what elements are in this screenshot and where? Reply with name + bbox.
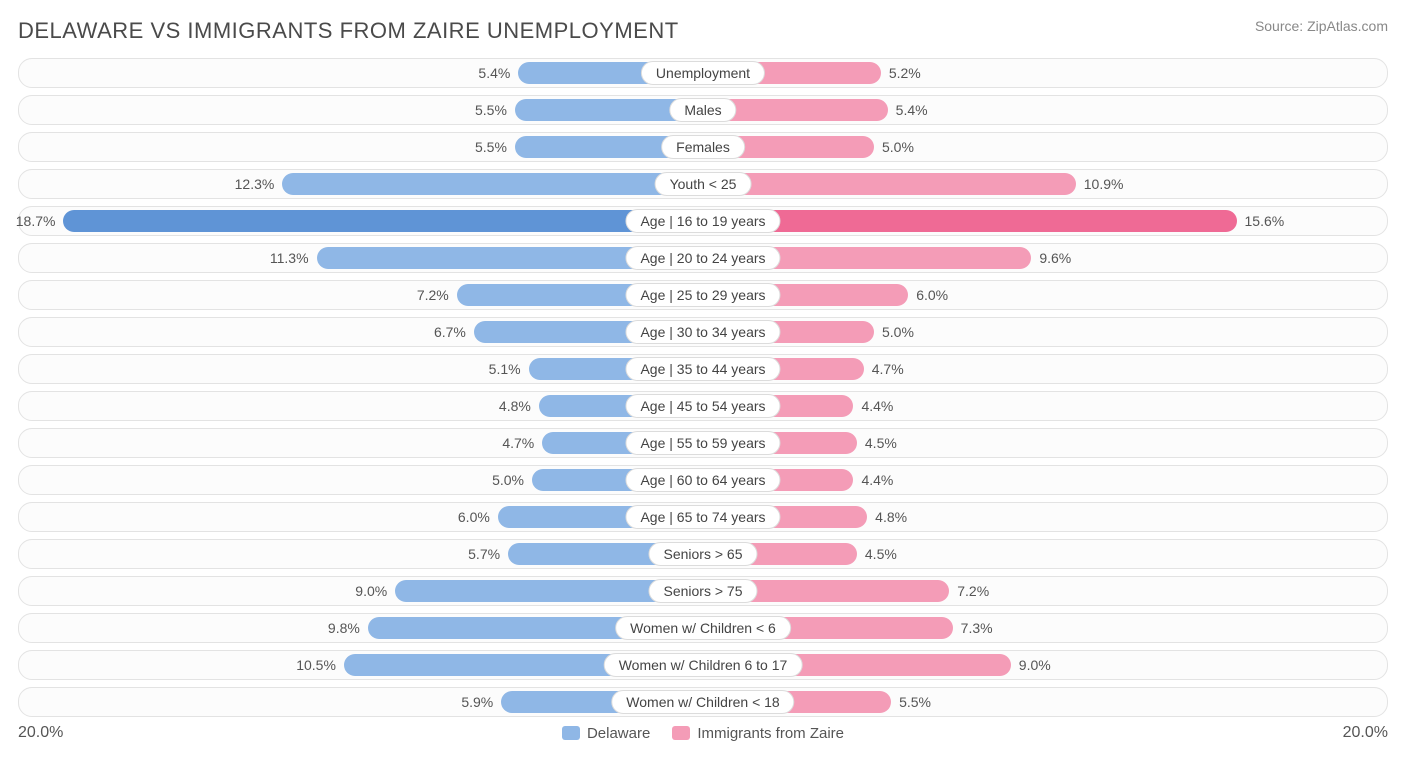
category-label: Women w/ Children < 18: [611, 690, 794, 714]
chart-row: 4.8% 4.4% Age | 45 to 54 years: [18, 391, 1388, 421]
chart-header: DELAWARE VS IMMIGRANTS FROM ZAIRE UNEMPL…: [18, 18, 1388, 44]
value-label-right: 9.6%: [1039, 244, 1071, 272]
diverging-bar-chart: 5.4% 5.2% Unemployment 5.5% 5.4% Males 5.5% 5.0…: [18, 58, 1388, 717]
value-label-right: 9.0%: [1019, 651, 1051, 679]
chart-row: 6.0% 4.8% Age | 65 to 74 years: [18, 502, 1388, 532]
category-label: Males: [669, 98, 736, 122]
value-label-right: 15.6%: [1245, 207, 1285, 235]
legend-label-left: Delaware: [587, 725, 650, 742]
value-label-left: 10.5%: [296, 651, 336, 679]
value-label-right: 6.0%: [916, 281, 948, 309]
category-label: Age | 25 to 29 years: [625, 283, 780, 307]
bar-left: [282, 173, 703, 195]
axis-max-left: 20.0%: [18, 724, 63, 742]
category-label: Age | 16 to 19 years: [625, 209, 780, 233]
value-label-left: 11.3%: [270, 244, 309, 272]
value-label-right: 5.2%: [889, 59, 921, 87]
value-label-right: 4.7%: [872, 355, 904, 383]
value-label-left: 5.4%: [478, 59, 510, 87]
legend: Delaware Immigrants from Zaire: [562, 725, 844, 742]
value-label-left: 4.7%: [502, 429, 534, 457]
value-label-left: 4.8%: [499, 392, 531, 420]
value-label-left: 9.0%: [355, 577, 387, 605]
chart-row: 7.2% 6.0% Age | 25 to 29 years: [18, 280, 1388, 310]
category-label: Age | 30 to 34 years: [625, 320, 780, 344]
chart-row: 9.8% 7.3% Women w/ Children < 6: [18, 613, 1388, 643]
axis-max-right: 20.0%: [1343, 724, 1388, 742]
category-label: Age | 45 to 54 years: [625, 394, 780, 418]
bar-right: [703, 173, 1076, 195]
chart-row: 6.7% 5.0% Age | 30 to 34 years: [18, 317, 1388, 347]
chart-row: 4.7% 4.5% Age | 55 to 59 years: [18, 428, 1388, 458]
bar-left: [63, 210, 703, 232]
chart-row: 5.0% 4.4% Age | 60 to 64 years: [18, 465, 1388, 495]
chart-row: 11.3% 9.6% Age | 20 to 24 years: [18, 243, 1388, 273]
value-label-left: 5.0%: [492, 466, 524, 494]
bar-right: [703, 210, 1237, 232]
legend-item-left: Delaware: [562, 725, 650, 742]
legend-item-right: Immigrants from Zaire: [672, 725, 844, 742]
value-label-right: 10.9%: [1084, 170, 1124, 198]
value-label-left: 6.7%: [434, 318, 466, 346]
value-label-left: 5.5%: [475, 96, 507, 124]
category-label: Women w/ Children < 6: [615, 616, 791, 640]
chart-source: Source: ZipAtlas.com: [1255, 18, 1388, 34]
value-label-left: 18.7%: [16, 207, 56, 235]
category-label: Youth < 25: [655, 172, 752, 196]
category-label: Females: [661, 135, 745, 159]
value-label-right: 7.2%: [957, 577, 989, 605]
value-label-right: 7.3%: [961, 614, 993, 642]
chart-row: 5.9% 5.5% Women w/ Children < 18: [18, 687, 1388, 717]
value-label-right: 5.0%: [882, 318, 914, 346]
category-label: Seniors > 65: [649, 542, 758, 566]
category-label: Unemployment: [641, 61, 765, 85]
category-label: Age | 35 to 44 years: [625, 357, 780, 381]
chart-row: 5.7% 4.5% Seniors > 65: [18, 539, 1388, 569]
value-label-right: 4.4%: [861, 392, 893, 420]
chart-row: 9.0% 7.2% Seniors > 75: [18, 576, 1388, 606]
category-label: Seniors > 75: [649, 579, 758, 603]
category-label: Age | 60 to 64 years: [625, 468, 780, 492]
value-label-left: 12.3%: [235, 170, 275, 198]
value-label-left: 5.9%: [461, 688, 493, 716]
value-label-right: 4.8%: [875, 503, 907, 531]
chart-row: 12.3% 10.9% Youth < 25: [18, 169, 1388, 199]
value-label-right: 5.4%: [896, 96, 928, 124]
chart-row: 5.4% 5.2% Unemployment: [18, 58, 1388, 88]
chart-footer: 20.0% Delaware Immigrants from Zaire 20.…: [18, 724, 1388, 742]
value-label-left: 9.8%: [328, 614, 360, 642]
chart-title: DELAWARE VS IMMIGRANTS FROM ZAIRE UNEMPL…: [18, 18, 679, 44]
category-label: Age | 55 to 59 years: [625, 431, 780, 455]
chart-row: 5.1% 4.7% Age | 35 to 44 years: [18, 354, 1388, 384]
legend-swatch-left: [562, 726, 580, 740]
value-label-right: 4.5%: [865, 429, 897, 457]
chart-row: 5.5% 5.4% Males: [18, 95, 1388, 125]
value-label-right: 5.5%: [899, 688, 931, 716]
value-label-right: 4.5%: [865, 540, 897, 568]
value-label-left: 5.5%: [475, 133, 507, 161]
chart-row: 5.5% 5.0% Females: [18, 132, 1388, 162]
category-label: Age | 65 to 74 years: [625, 505, 780, 529]
value-label-left: 7.2%: [417, 281, 449, 309]
chart-row: 10.5% 9.0% Women w/ Children 6 to 17: [18, 650, 1388, 680]
value-label-right: 4.4%: [861, 466, 893, 494]
category-label: Age | 20 to 24 years: [625, 246, 780, 270]
value-label-left: 5.1%: [489, 355, 521, 383]
value-label-left: 5.7%: [468, 540, 500, 568]
chart-row: 18.7% 15.6% Age | 16 to 19 years: [18, 206, 1388, 236]
legend-swatch-right: [672, 726, 690, 740]
value-label-right: 5.0%: [882, 133, 914, 161]
category-label: Women w/ Children 6 to 17: [604, 653, 803, 677]
legend-label-right: Immigrants from Zaire: [697, 725, 844, 742]
value-label-left: 6.0%: [458, 503, 490, 531]
